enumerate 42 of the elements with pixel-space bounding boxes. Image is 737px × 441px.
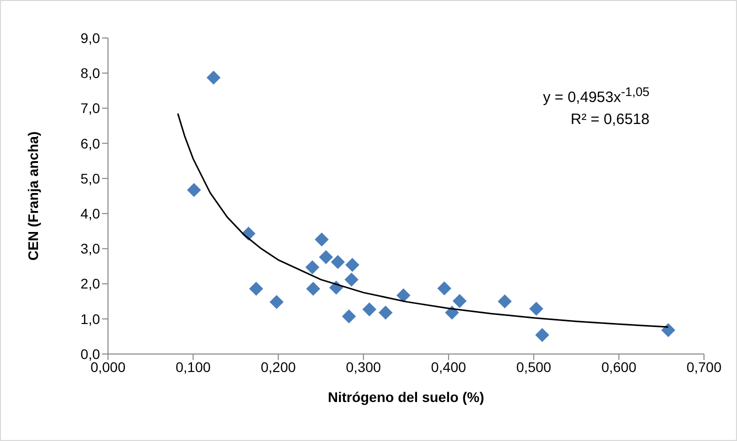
y-tick-label: 2,0: [80, 276, 100, 292]
y-tick-label: 6,0: [80, 135, 100, 152]
point: [529, 302, 544, 316]
point: [437, 281, 452, 296]
point: [498, 294, 512, 308]
point: [344, 272, 359, 287]
point: [305, 260, 320, 274]
point: [314, 232, 329, 247]
point: [330, 255, 345, 270]
point: [362, 302, 376, 316]
point: [206, 70, 221, 85]
x-axis-title: Nitrógeno del suelo (%): [328, 389, 484, 405]
point: [396, 288, 410, 302]
point: [249, 282, 264, 296]
point: [186, 183, 201, 198]
point: [270, 295, 284, 310]
y-tick-label: 3,0: [80, 240, 100, 257]
y-axis-title: CEN (Franja ancha): [24, 131, 41, 261]
point: [342, 309, 356, 324]
x-tick-label: 0,300: [346, 358, 382, 375]
x-tick-label: 0,700: [686, 358, 722, 375]
point: [345, 258, 360, 272]
y-tick-label: 8,0: [80, 65, 100, 82]
annotation: y = 0,4953x$^{-1,05}$: [543, 84, 650, 108]
y-tick-label: 4,0: [80, 206, 100, 222]
y-tick-label: 9,0: [80, 30, 100, 46]
x-tick-label: 0,600: [601, 358, 637, 375]
point: [306, 282, 320, 296]
y-tick-label: 1,0: [80, 310, 100, 327]
point: [318, 250, 333, 264]
annotation: R² = 0,6518: [570, 110, 650, 130]
y-tick-label: 5,0: [80, 170, 100, 186]
point: [535, 328, 550, 342]
y-tick-label: 7,0: [80, 100, 100, 116]
point: [452, 294, 467, 308]
x-tick-label: 0,400: [431, 358, 466, 375]
x-tick-label: 0,500: [516, 358, 552, 375]
x-tick-label: 0,100: [176, 358, 211, 375]
y-tick-label: 0,0: [80, 346, 100, 362]
point: [661, 323, 676, 338]
x-tick-label: 0,200: [260, 358, 296, 375]
point: [378, 306, 393, 320]
